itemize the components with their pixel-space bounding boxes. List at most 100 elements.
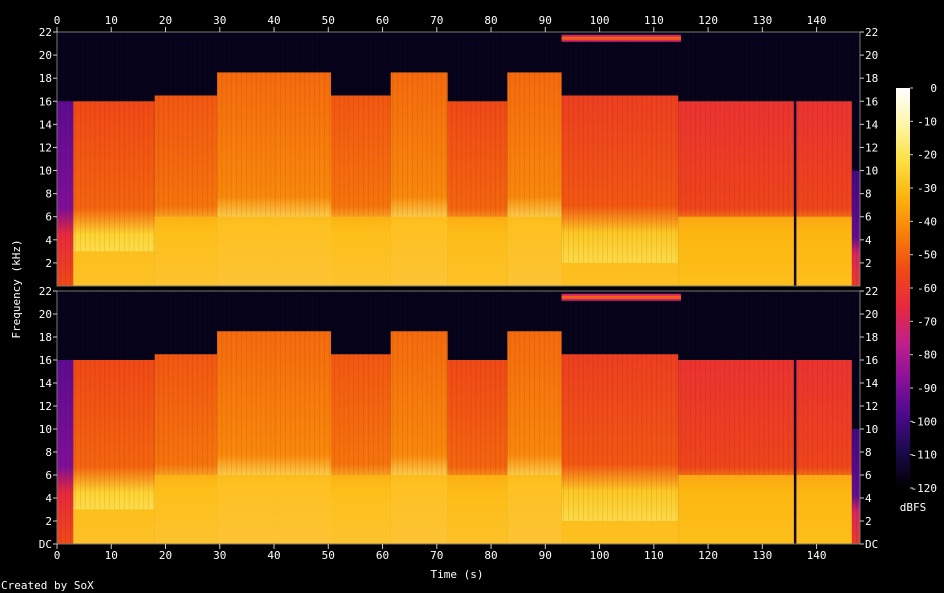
y-tick-label-right: 16 <box>865 354 878 367</box>
y-tick-label-right: 20 <box>865 308 878 321</box>
y-tick-label-right: DC <box>865 538 878 551</box>
y-tick-label-left: 18 <box>39 331 52 344</box>
x-tick-label-top: 70 <box>430 14 443 27</box>
x-tick-label-bottom: 30 <box>213 549 226 562</box>
colorbar-tick-label: 0 <box>930 82 937 95</box>
x-tick-label-top: 40 <box>267 14 280 27</box>
y-tick-label-right: 6 <box>865 211 872 224</box>
y-tick-label-left: 4 <box>45 492 52 505</box>
y-tick-label-left: 16 <box>39 95 52 108</box>
low-frequency-band <box>154 475 562 544</box>
x-tick-label-top: 100 <box>590 14 610 27</box>
colorbar-tick-label: -20 <box>917 149 937 162</box>
tone-band-core <box>561 295 681 299</box>
y-tick-label-right: 10 <box>865 165 878 178</box>
x-tick-label-bottom: 20 <box>159 549 172 562</box>
x-tick-label-bottom: 110 <box>644 549 664 562</box>
energy-segment <box>561 354 679 544</box>
y-tick-label-right: 12 <box>865 141 878 154</box>
x-tick-label-bottom: 120 <box>698 549 718 562</box>
x-tick-label-top: 30 <box>213 14 226 27</box>
y-tick-label-left: 12 <box>39 400 52 413</box>
energy-segment <box>57 101 74 286</box>
x-tick-label-top: 50 <box>322 14 335 27</box>
y-tick-label-left: 20 <box>39 308 52 321</box>
x-tick-label-top: 110 <box>644 14 664 27</box>
y-tick-label-right: 10 <box>865 423 878 436</box>
y-tick-label-left: 14 <box>39 118 53 131</box>
y-tick-label-right: 4 <box>865 492 872 505</box>
y-tick-label-left: 8 <box>45 188 52 201</box>
y-tick-label-left: 22 <box>39 285 52 298</box>
y-tick-label-left: 22 <box>39 26 52 39</box>
y-tick-label-left: DC <box>39 538 52 551</box>
x-tick-label-bottom: 80 <box>484 549 497 562</box>
y-tick-label-right: 16 <box>865 95 878 108</box>
x-tick-label-top: 140 <box>807 14 827 27</box>
colorbar-tick-label: -100 <box>911 415 938 428</box>
y-tick-label-right: 4 <box>865 234 872 247</box>
energy-segment <box>561 95 679 286</box>
x-tick-label-bottom: 90 <box>539 549 552 562</box>
low-frequency-band <box>73 509 155 544</box>
y-tick-label-right: 6 <box>865 469 872 482</box>
colorbar-tick-label: -30 <box>917 182 937 195</box>
x-tick-label-top: 120 <box>698 14 718 27</box>
x-tick-label-bottom: 130 <box>752 549 772 562</box>
x-tick-label-top: 20 <box>159 14 172 27</box>
spectrogram-channel-1 <box>56 31 861 287</box>
x-tick-label-top: 80 <box>484 14 497 27</box>
low-frequency-band <box>73 251 155 286</box>
y-tick-label-left: 6 <box>45 469 52 482</box>
y-tick-label-right: 12 <box>865 400 878 413</box>
y-tick-label-left: 18 <box>39 72 52 85</box>
plot-frame <box>56 290 861 545</box>
colorbar-tick-label: -40 <box>917 215 937 228</box>
colorbar-tick-label: -10 <box>917 115 937 128</box>
energy-segment <box>57 360 74 544</box>
low-frequency-band <box>561 521 679 544</box>
colorbar-tick-label: -80 <box>917 349 937 362</box>
x-tick-label-bottom: 70 <box>430 549 443 562</box>
y-tick-label-left: 8 <box>45 446 52 459</box>
x-tick-label-bottom: 40 <box>267 549 280 562</box>
y-tick-label-right: 20 <box>865 49 878 62</box>
y-tick-label-right: 8 <box>865 188 872 201</box>
dropout-line <box>793 101 797 286</box>
x-tick-label-bottom: 10 <box>105 549 118 562</box>
x-tick-label-bottom: 0 <box>54 549 61 562</box>
energy-segment <box>851 170 860 286</box>
colorbar-tick-label: -70 <box>917 315 937 328</box>
y-tick-label-right: 18 <box>865 331 878 344</box>
y-tick-label-right: 14 <box>865 377 879 390</box>
y-tick-label-right: 8 <box>865 446 872 459</box>
y-tick-label-left: 12 <box>39 141 52 154</box>
y-tick-label-left: 10 <box>39 423 52 436</box>
x-tick-label-bottom: 140 <box>807 549 827 562</box>
y-tick-label-right: 14 <box>865 118 879 131</box>
y-axis-label: Frequency (kHz) <box>10 239 23 338</box>
x-tick-label-top: 10 <box>105 14 118 27</box>
footer-credit: Created by SoX <box>1 579 94 592</box>
y-tick-label-left: 16 <box>39 354 52 367</box>
colorbar: 0 -10 -20 -30 -40 -50 -60 -70 -80 -90 -100 -110 -120 <box>896 82 937 495</box>
colorbar-tick-label: -110 <box>911 449 938 462</box>
y-tick-label-left: 4 <box>45 234 52 247</box>
colorbar-tick-label: -60 <box>917 282 937 295</box>
colorbar-gradient-strip <box>896 88 910 488</box>
x-tick-label-bottom: 60 <box>376 549 389 562</box>
dropout-line <box>793 360 797 544</box>
y-tick-label-right: 2 <box>865 257 872 270</box>
y-tick-label-left: 2 <box>45 257 52 270</box>
x-tick-label-top: 0 <box>54 14 61 27</box>
plot-frame <box>56 31 861 287</box>
y-tick-label-right: 22 <box>865 285 878 298</box>
y-tick-label-left: 6 <box>45 211 52 224</box>
y-tick-label-right: 18 <box>865 72 878 85</box>
tone-band-core <box>561 36 681 40</box>
axes-group: 0 0 10 10 20 20 30 30 40 40 50 50 60 60 70 70 80 80 90 90 10… <box>39 14 879 562</box>
colorbar-unit-label: dBFS <box>900 501 927 514</box>
x-tick-label-top: 130 <box>752 14 772 27</box>
low-frequency-band <box>561 262 679 286</box>
colorbar-tick-label: -50 <box>917 249 937 262</box>
